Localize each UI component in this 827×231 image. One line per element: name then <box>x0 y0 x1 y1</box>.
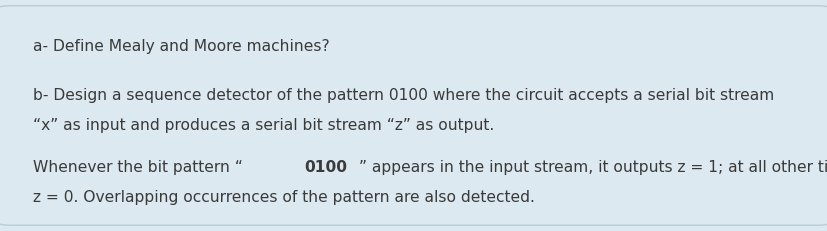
Text: ” appears in the input stream, it outputs z = 1; at all other times,: ” appears in the input stream, it output… <box>359 160 827 175</box>
Text: Whenever the bit pattern “: Whenever the bit pattern “ <box>33 160 242 175</box>
Text: b- Design a sequence detector of the pattern 0100 where the circuit accepts a se: b- Design a sequence detector of the pat… <box>33 88 773 103</box>
Text: a- Define Mealy and Moore machines?: a- Define Mealy and Moore machines? <box>33 39 329 54</box>
FancyBboxPatch shape <box>0 6 827 225</box>
Text: 0100: 0100 <box>304 160 347 175</box>
Text: z = 0. Overlapping occurrences of the pattern are also detected.: z = 0. Overlapping occurrences of the pa… <box>33 190 534 205</box>
Text: “x” as input and produces a serial bit stream “z” as output.: “x” as input and produces a serial bit s… <box>33 119 494 133</box>
